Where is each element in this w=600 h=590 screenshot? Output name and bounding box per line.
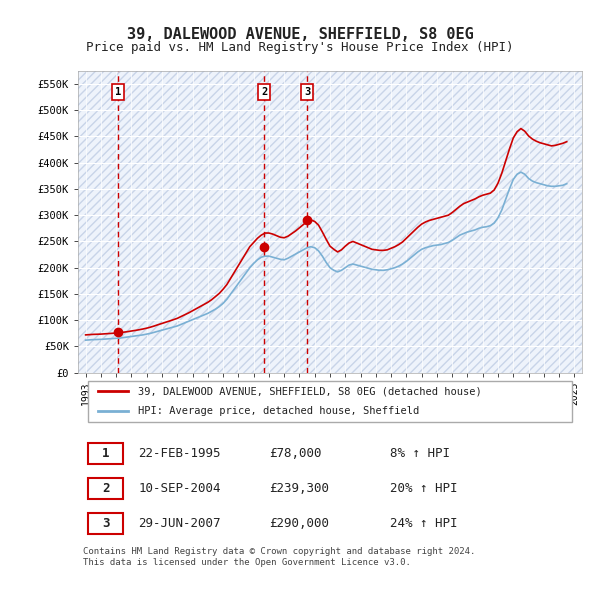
Text: 2: 2	[102, 482, 109, 495]
Text: £290,000: £290,000	[269, 517, 329, 530]
Text: £78,000: £78,000	[269, 447, 322, 460]
Text: 1: 1	[102, 447, 109, 460]
Text: Contains HM Land Registry data © Crown copyright and database right 2024.
This d: Contains HM Land Registry data © Crown c…	[83, 548, 475, 567]
FancyBboxPatch shape	[88, 478, 124, 499]
Text: 24% ↑ HPI: 24% ↑ HPI	[391, 517, 458, 530]
Text: HPI: Average price, detached house, Sheffield: HPI: Average price, detached house, Shef…	[139, 407, 420, 417]
Text: 39, DALEWOOD AVENUE, SHEFFIELD, S8 0EG: 39, DALEWOOD AVENUE, SHEFFIELD, S8 0EG	[127, 27, 473, 41]
Text: 8% ↑ HPI: 8% ↑ HPI	[391, 447, 451, 460]
Text: £239,300: £239,300	[269, 482, 329, 495]
Text: Price paid vs. HM Land Registry's House Price Index (HPI): Price paid vs. HM Land Registry's House …	[86, 41, 514, 54]
Text: 39, DALEWOOD AVENUE, SHEFFIELD, S8 0EG (detached house): 39, DALEWOOD AVENUE, SHEFFIELD, S8 0EG (…	[139, 386, 482, 396]
Text: 10-SEP-2004: 10-SEP-2004	[139, 482, 221, 495]
Text: 1: 1	[115, 87, 121, 97]
FancyBboxPatch shape	[88, 513, 124, 534]
Text: 22-FEB-1995: 22-FEB-1995	[139, 447, 221, 460]
FancyBboxPatch shape	[88, 443, 124, 464]
Text: 3: 3	[304, 87, 310, 97]
Text: 3: 3	[102, 517, 109, 530]
FancyBboxPatch shape	[88, 381, 572, 422]
Text: 2: 2	[261, 87, 267, 97]
Text: 20% ↑ HPI: 20% ↑ HPI	[391, 482, 458, 495]
Text: 29-JUN-2007: 29-JUN-2007	[139, 517, 221, 530]
